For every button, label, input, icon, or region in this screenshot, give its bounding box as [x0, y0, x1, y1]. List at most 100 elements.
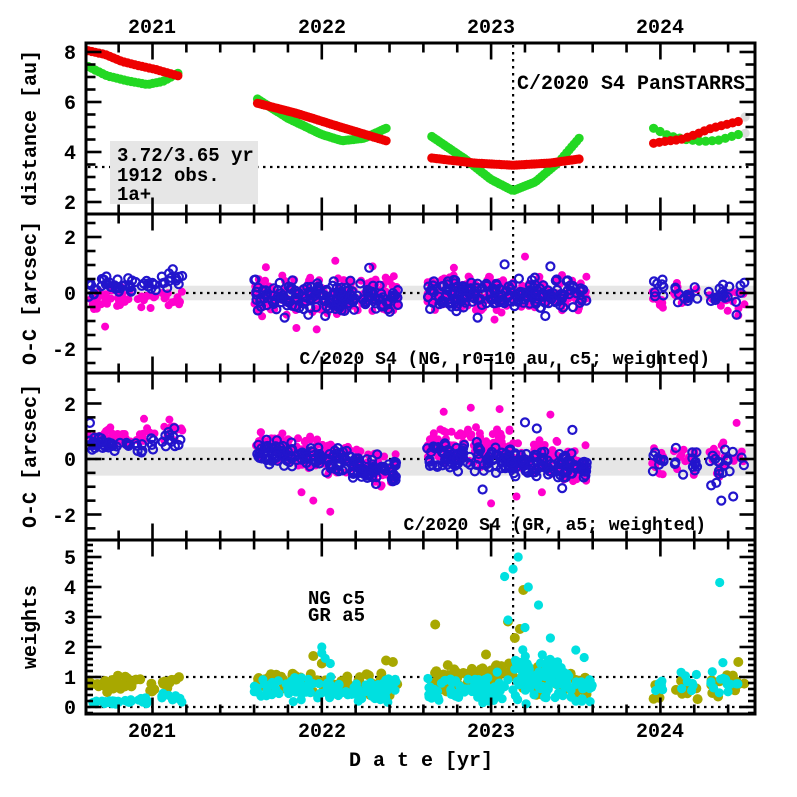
data-point: [97, 696, 107, 706]
data-point: [479, 459, 490, 470]
data-point: [97, 436, 108, 447]
data-point: [473, 448, 484, 460]
data-point: [713, 468, 725, 479]
data-point: [303, 309, 314, 320]
info-line-quality: 1a+: [117, 184, 151, 206]
data-point: [571, 288, 583, 299]
data-point: [390, 460, 401, 471]
data-point: [460, 297, 471, 308]
data-point: [163, 427, 174, 438]
data-point: [286, 437, 297, 448]
data-point: [365, 678, 376, 688]
data-point: [110, 282, 122, 293]
data-point: [567, 424, 578, 435]
data-point: [722, 454, 733, 465]
data-point: [537, 650, 547, 660]
data-point: [444, 462, 456, 473]
ytick-label: 4: [64, 143, 76, 166]
data-point: [546, 410, 555, 419]
data-point: [327, 460, 338, 471]
data-point: [670, 457, 681, 468]
data-point: [291, 293, 302, 304]
data-point: [687, 685, 697, 696]
data-point: [288, 697, 298, 707]
series-cyan-gr-a5: [88, 552, 743, 709]
data-point: [513, 695, 523, 705]
data-point: [146, 304, 155, 312]
axis-text: 2021 2022 2023 2024 2021 2022 2023 2024 …: [20, 17, 684, 773]
data-point: [480, 679, 491, 689]
data-point: [137, 303, 146, 312]
ytick-label: 1: [64, 668, 76, 691]
data-point: [703, 286, 714, 297]
data-point: [652, 278, 663, 289]
data-point: [656, 279, 668, 290]
data-point: [715, 577, 725, 588]
data-point: [450, 293, 461, 304]
data-point: [87, 417, 95, 428]
data-point: [425, 303, 436, 315]
data-point: [529, 449, 540, 460]
data-point: [447, 427, 456, 436]
data-point: [570, 463, 582, 474]
bottom-axis-year: 2022: [298, 721, 346, 744]
data-point: [490, 297, 501, 309]
data-point: [566, 692, 576, 702]
ytick-label: -2: [52, 506, 76, 529]
data-point: [423, 673, 433, 684]
axis-ticks: [87, 44, 754, 715]
data-point: [282, 446, 293, 457]
data-point: [724, 281, 735, 292]
data-point: [578, 684, 588, 694]
ylabel-weights: weights: [20, 585, 43, 669]
data-point: [340, 454, 351, 465]
data-point: [309, 496, 318, 505]
data-point: [485, 272, 493, 281]
data-point: [550, 275, 561, 286]
data-point: [348, 688, 358, 699]
data-point: [509, 633, 520, 643]
data-point: [475, 429, 484, 438]
data-point: [390, 471, 401, 482]
data-point: [542, 671, 553, 681]
data-point: [390, 290, 401, 301]
data-point: [574, 133, 584, 143]
data-point: [466, 277, 477, 288]
legend-ng-c5: NG c5: [308, 588, 365, 610]
data-point: [463, 674, 473, 684]
data-point: [458, 443, 469, 454]
data-point: [505, 425, 514, 434]
ytick-label: 2: [64, 228, 76, 251]
ytick-label: 4: [64, 578, 76, 601]
data-point: [574, 154, 584, 164]
data-point: [387, 657, 398, 667]
data-point: [477, 663, 488, 674]
data-point: [446, 685, 456, 695]
data-point: [106, 423, 115, 432]
data-point: [550, 692, 560, 703]
data-point: [473, 453, 484, 464]
data-point: [705, 295, 717, 307]
data-point: [308, 446, 319, 457]
panel-oc-gr-label: C/2020 S4 (GR, a5; weighted): [404, 516, 706, 536]
data-point: [336, 305, 347, 316]
data-point: [512, 492, 521, 501]
figure-title: C/2020 S4 PanSTARRS: [517, 73, 745, 96]
data-point: [535, 658, 546, 669]
data-point: [513, 273, 525, 284]
data-point: [466, 403, 475, 412]
ytick-label: 0: [64, 450, 76, 473]
data-point: [284, 680, 295, 690]
data-point: [531, 423, 542, 434]
data-point: [130, 438, 141, 449]
top-axis-year: 2022: [298, 17, 346, 40]
ytick-label: 2: [64, 193, 76, 216]
data-point: [297, 673, 307, 683]
info-line-period: 3.72/3.65 yr: [117, 145, 254, 167]
ytick-label: 2: [64, 638, 76, 661]
data-point: [356, 447, 365, 456]
data-point: [548, 446, 557, 455]
data-point: [733, 657, 744, 667]
series-olive-ng-c5: [87, 585, 750, 705]
data-point: [384, 306, 395, 317]
